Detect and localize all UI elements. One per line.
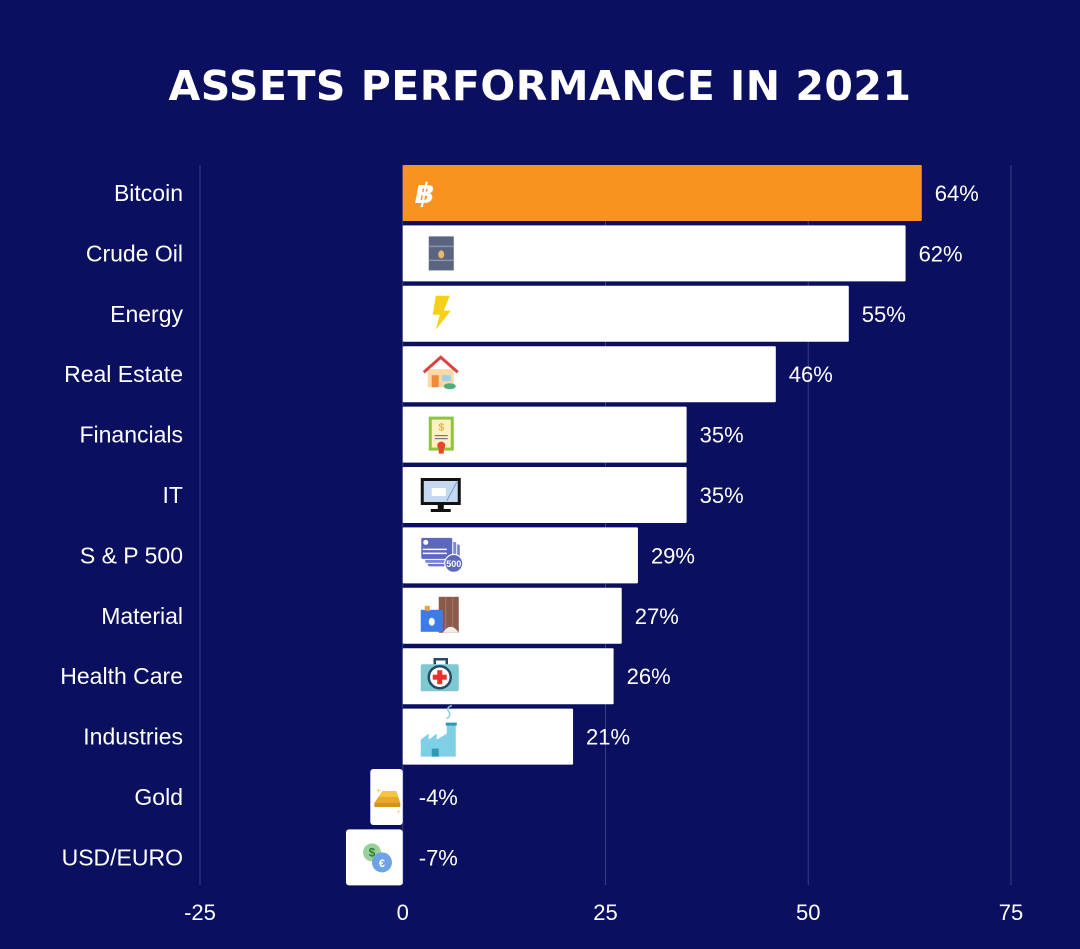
bar xyxy=(402,346,776,403)
value-label: 26% xyxy=(627,664,671,689)
bar-group: ++ xyxy=(370,769,403,825)
value-labels: 64% 62% 55% 46% 35% 35% 29% 27% 26% 21% -4% -7% xyxy=(419,181,979,870)
certificate-icon: $ xyxy=(428,416,454,454)
svg-text:+: + xyxy=(376,786,381,795)
x-axis-ticks: -25 0 25 50 75 xyxy=(184,900,1023,925)
category-label: Financials xyxy=(79,422,183,448)
bar xyxy=(402,467,687,523)
material-icon xyxy=(420,596,459,633)
lightning-icon xyxy=(432,295,451,330)
value-label: 46% xyxy=(789,362,833,387)
currency-exchange-icon: $€ xyxy=(362,843,392,873)
x-tick-label: 25 xyxy=(593,900,617,925)
value-label: 21% xyxy=(586,725,630,750)
value-label: 35% xyxy=(700,423,744,448)
bar-group xyxy=(402,704,574,765)
first-aid-kit-icon xyxy=(420,657,459,692)
value-label: 62% xyxy=(919,241,963,266)
svg-text:500: 500 xyxy=(446,559,461,569)
bar-group: ฿ xyxy=(402,165,922,221)
bar xyxy=(402,225,906,282)
category-labels: Bitcoin Crude Oil Energy Real Estate Financi… xyxy=(60,180,183,870)
monitor-icon xyxy=(420,478,461,512)
bar-group xyxy=(402,225,906,282)
value-label: 29% xyxy=(651,543,695,568)
category-label: Gold xyxy=(134,784,183,810)
bars: ฿$500++$€ xyxy=(345,165,922,886)
svg-text:+: + xyxy=(396,809,400,816)
svg-text:฿: ฿ xyxy=(415,177,434,210)
gridlines xyxy=(199,165,1012,885)
bar-group xyxy=(402,648,614,705)
category-label: Health Care xyxy=(60,663,183,689)
category-label: Real Estate xyxy=(64,361,183,387)
bar-group xyxy=(402,285,849,342)
bar-group xyxy=(402,587,622,644)
bar xyxy=(402,527,638,584)
value-label: 64% xyxy=(935,181,979,206)
bitcoin-icon: ฿ xyxy=(415,177,434,210)
category-label: Bitcoin xyxy=(114,180,183,206)
category-label: Energy xyxy=(110,301,183,327)
bar xyxy=(402,165,922,221)
x-tick-label: 0 xyxy=(397,900,409,925)
chart-title: ASSETS PERFORMANCE IN 2021 xyxy=(168,62,912,110)
gold-bars-icon: ++ xyxy=(374,786,400,816)
stock-cards-500-icon: 500 xyxy=(420,536,464,574)
bar-group xyxy=(402,346,776,403)
factory-icon xyxy=(420,704,457,757)
x-tick-label: 50 xyxy=(796,900,820,925)
svg-text:€: € xyxy=(379,858,385,870)
value-label: -7% xyxy=(419,845,458,870)
category-label: S & P 500 xyxy=(80,542,183,568)
bar xyxy=(402,406,687,463)
category-label: Material xyxy=(101,603,183,629)
house-icon xyxy=(422,355,459,390)
category-label: Industries xyxy=(83,724,183,750)
svg-text:$: $ xyxy=(438,423,444,434)
svg-text:$: $ xyxy=(369,845,376,859)
bar xyxy=(402,285,849,342)
oil-barrel-icon xyxy=(428,236,454,271)
value-label: 27% xyxy=(635,604,679,629)
category-label: IT xyxy=(163,482,183,508)
x-tick-label: 75 xyxy=(999,900,1023,925)
value-label: -4% xyxy=(419,785,458,810)
category-label: Crude Oil xyxy=(86,240,183,266)
value-label: 35% xyxy=(700,483,744,508)
bar-group xyxy=(402,467,687,523)
value-label: 55% xyxy=(862,302,906,327)
bar-group: 500 xyxy=(402,527,638,584)
x-tick-label: -25 xyxy=(184,900,216,925)
category-label: USD/EURO xyxy=(62,844,183,870)
bar-group: $€ xyxy=(345,829,403,886)
bar-group: $ xyxy=(402,406,687,463)
